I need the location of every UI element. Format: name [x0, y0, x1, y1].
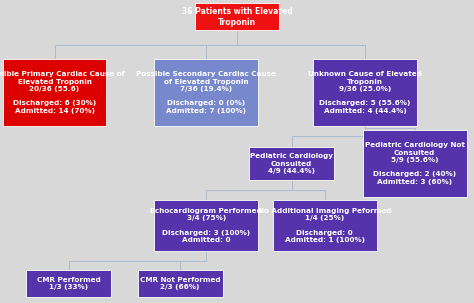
Text: 36 Patients with Elevated
Troponin: 36 Patients with Elevated Troponin: [182, 7, 292, 27]
Text: Possible Secondary Cardiac Cause
of Elevated Troponin
7/36 (19.4%)

Discharged: : Possible Secondary Cardiac Cause of Elev…: [136, 71, 276, 114]
FancyBboxPatch shape: [363, 130, 466, 197]
FancyBboxPatch shape: [3, 59, 106, 126]
Text: No Additional Imaging Peformed
1/4 (25%)

Discharged: 0
Admitted: 1 (100%): No Additional Imaging Peformed 1/4 (25%)…: [258, 208, 392, 243]
Text: Echocardiogram Performed
3/4 (75%)

Discharged: 3 (100%)
Admitted: 0: Echocardiogram Performed 3/4 (75%) Disch…: [150, 208, 262, 243]
Text: Possible Primary Cardiac Cause of
Elevated Troponin
20/36 (55.6)

Discharged: 6 : Possible Primary Cardiac Cause of Elevat…: [0, 71, 125, 114]
FancyBboxPatch shape: [273, 200, 376, 251]
Text: Pediatric Cardiology
Consulted
4/9 (44.4%): Pediatric Cardiology Consulted 4/9 (44.4…: [250, 153, 333, 174]
FancyBboxPatch shape: [249, 147, 334, 180]
FancyBboxPatch shape: [26, 270, 111, 297]
Text: CMR Performed
1/3 (33%): CMR Performed 1/3 (33%): [37, 277, 100, 290]
FancyBboxPatch shape: [155, 59, 258, 126]
FancyBboxPatch shape: [137, 270, 222, 297]
Text: Unknown Cause of Elevated
Troponin
9/36 (25.0%)

Discharged: 5 (55.6%)
Admitted:: Unknown Cause of Elevated Troponin 9/36 …: [308, 71, 422, 114]
FancyBboxPatch shape: [313, 59, 417, 126]
FancyBboxPatch shape: [155, 200, 258, 251]
Text: Pediatric Cardiology Not
Consulted
5/9 (55.6%)

Discharged: 2 (40%)
Admitted: 3 : Pediatric Cardiology Not Consulted 5/9 (…: [365, 142, 465, 185]
FancyBboxPatch shape: [194, 3, 279, 30]
Text: CMR Not Performed
2/3 (66%): CMR Not Performed 2/3 (66%): [140, 277, 220, 290]
